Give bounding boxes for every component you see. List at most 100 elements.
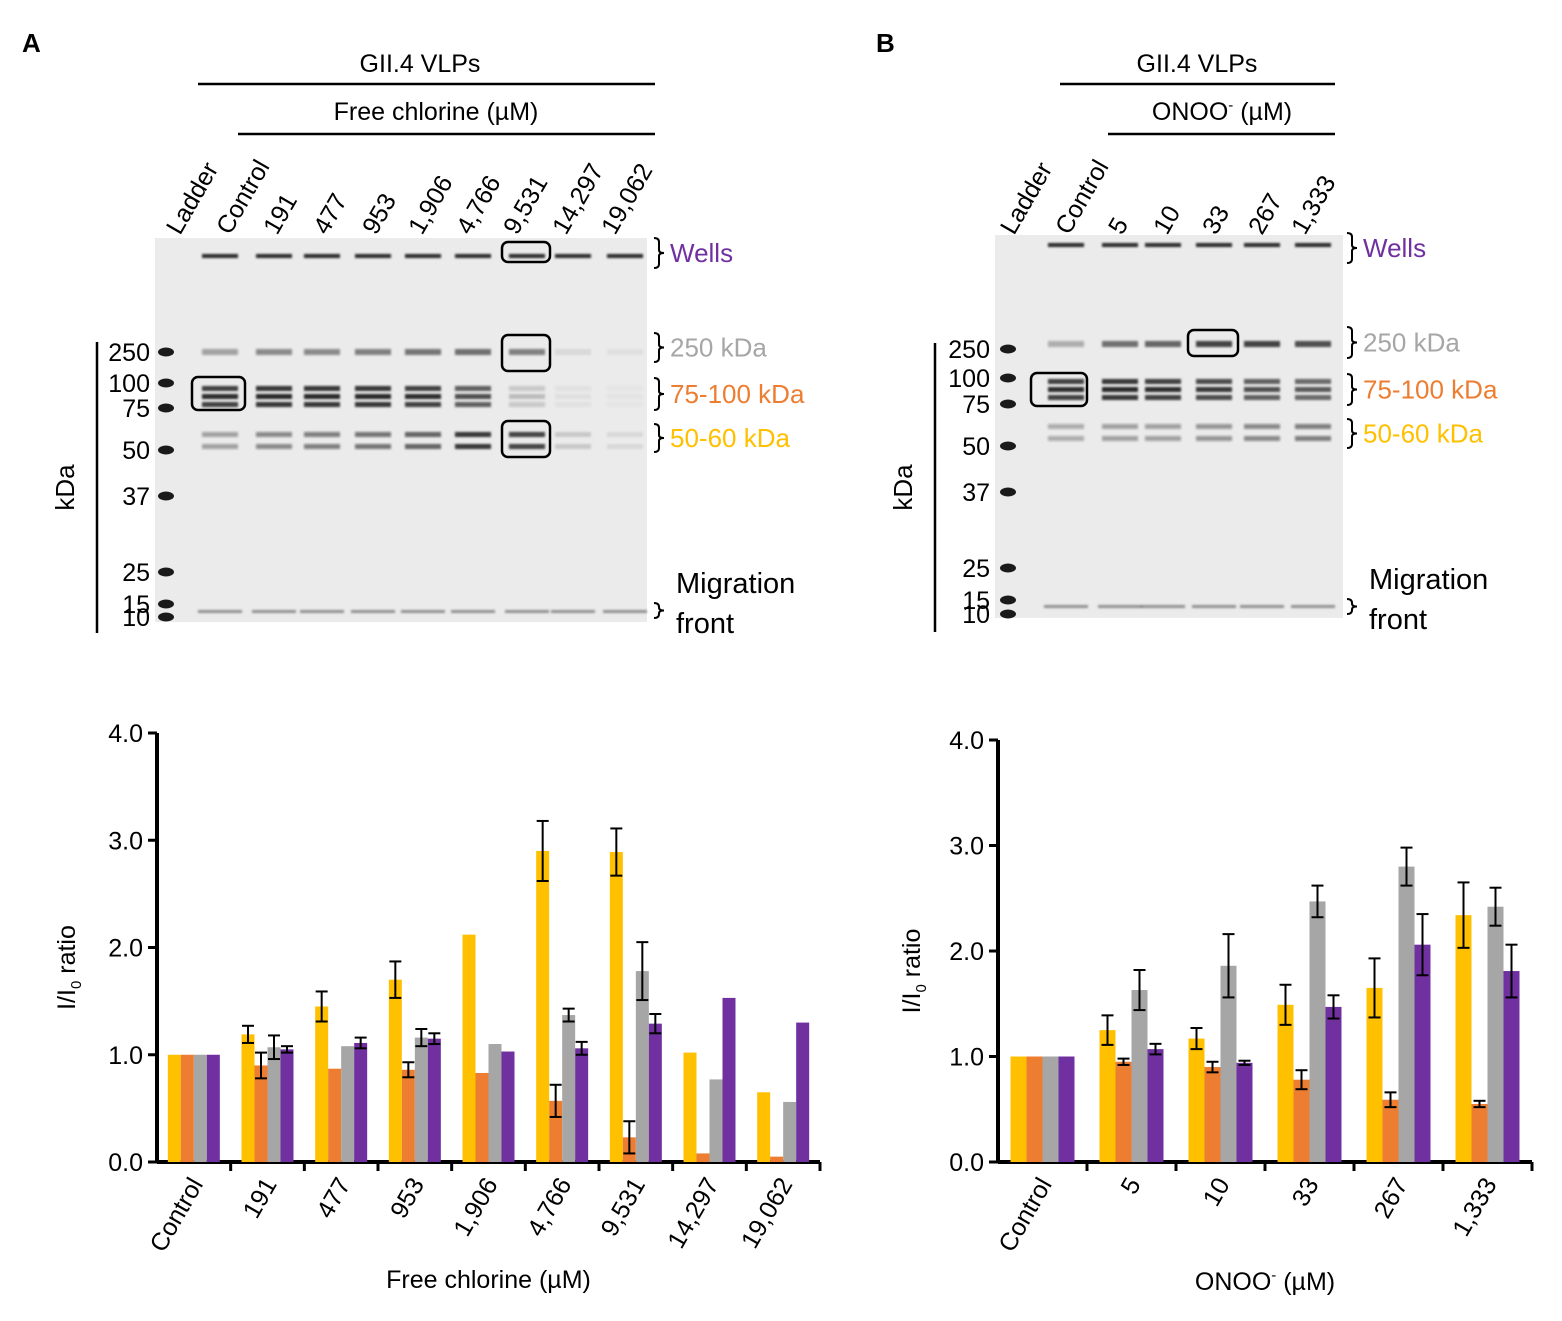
well-band: [1145, 243, 1181, 247]
band-50-60kda: [455, 444, 491, 449]
well-band: [256, 254, 292, 258]
bar: [562, 1015, 576, 1162]
bar: [354, 1042, 368, 1162]
wells-label: Wells: [1363, 233, 1426, 263]
bar: [501, 1051, 515, 1162]
migration-front-band: [351, 610, 395, 613]
band-75-100kda: [1102, 387, 1138, 392]
bar: [683, 1052, 697, 1162]
y-axis-label: I/I0 ratio: [898, 929, 930, 1014]
band-75-100kda: [509, 402, 545, 407]
band-50-60kda: [304, 432, 340, 437]
migration-front-band: [1291, 605, 1335, 608]
y-tick-label: 1.0: [108, 1042, 143, 1070]
band-50-60kda: [355, 432, 391, 437]
ladder-mark-label: 100: [948, 365, 990, 393]
x-tick-label: 1,333: [1447, 1173, 1503, 1241]
panel-a-band-annotations: Wells 250 kDa 75-100 kDa 50-60 kDa Migration…: [653, 237, 805, 640]
bar: [414, 1037, 428, 1162]
y-axis-label-main: I/I: [898, 993, 926, 1014]
band-75-100kda: [202, 402, 238, 407]
x-tick-label: 9,531: [595, 1173, 651, 1241]
migration-front-brace: [653, 602, 665, 619]
bar: [1382, 1099, 1399, 1162]
bar: [1487, 906, 1504, 1162]
bar: [696, 1153, 710, 1162]
kda75-100-brace: [653, 377, 665, 411]
bar: [462, 934, 476, 1162]
band-250kda: [405, 349, 441, 355]
wells-label: Wells: [670, 238, 733, 268]
highlight-box: [190, 375, 247, 412]
band-50-60kda: [607, 444, 643, 449]
kda75-100-label: 75-100 kDa: [1363, 375, 1498, 405]
panel-a-letter: A: [22, 28, 41, 58]
y-tick-label: 4.0: [108, 720, 143, 748]
band-50-60kda: [355, 444, 391, 449]
band-75-100kda: [509, 386, 545, 391]
band-50-60kda: [405, 444, 441, 449]
x-tick-label: 267: [1369, 1173, 1414, 1223]
bar: [193, 1054, 207, 1162]
ladder-mark-label: 75: [122, 395, 150, 423]
band-75-100kda: [1145, 379, 1181, 384]
lane-label: 267: [1243, 189, 1288, 239]
band-75-100kda: [1196, 395, 1232, 400]
kda250-brace: [1346, 326, 1358, 359]
panel-b-header-top: GII.4 VLPs: [1137, 50, 1258, 78]
kda50-60-brace: [1346, 418, 1358, 449]
band-50-60kda: [1048, 424, 1084, 429]
well-band: [202, 254, 238, 258]
bar: [267, 1047, 281, 1162]
ladder-band: [158, 403, 174, 413]
band-75-100kda: [355, 402, 391, 407]
band-50-60kda: [555, 432, 591, 437]
x-tick-label: 5: [1115, 1173, 1146, 1199]
x-tick-label: 33: [1287, 1173, 1325, 1211]
band-250kda: [1196, 341, 1232, 347]
migration-front-band: [505, 610, 549, 613]
bar: [475, 1072, 489, 1162]
ladder-mark-label: 10: [122, 604, 150, 632]
migration-front-band: [300, 610, 344, 613]
well-band: [1048, 243, 1084, 247]
band-75-100kda: [555, 386, 591, 391]
lane-label: 477: [308, 189, 353, 239]
band-75-100kda: [1244, 395, 1280, 400]
migration-front-label: Migration: [676, 568, 795, 600]
ladder-band: [158, 599, 174, 609]
migration-front-band: [1098, 605, 1142, 608]
ladder-band: [158, 347, 174, 357]
ladder-band: [1000, 344, 1016, 354]
y-axis-label-sub: 0: [913, 984, 930, 992]
x-tick-label: 953: [385, 1173, 430, 1223]
bar: [536, 850, 550, 1162]
panel-b-bar-chart: 0.0 1.0 2.0 3.0 4.0 I/I0 ratio Control 5 10 33 267…: [898, 727, 1534, 1296]
ladder-band: [158, 612, 174, 622]
x-tick-label: Control: [993, 1173, 1058, 1257]
x-tick-label: 19,062: [736, 1173, 798, 1253]
band-50-60kda: [1295, 424, 1331, 429]
x-axis-label-rest: (µM): [1276, 1268, 1335, 1296]
band-75-100kda: [607, 394, 643, 399]
bar: [1188, 1038, 1205, 1162]
ladder-band: [1000, 563, 1016, 573]
bar: [1058, 1056, 1075, 1162]
highlight-box: [1186, 328, 1240, 358]
band-75-100kda: [405, 386, 441, 391]
panel-a-header-treatment: Free chlorine (µM): [334, 98, 539, 126]
panel-a-bar-chart: 0.0 1.0 2.0 3.0 4.0 I/I0 ratio Control 191 477 95…: [53, 720, 822, 1294]
well-band: [405, 254, 441, 258]
ladder-band: [158, 445, 174, 455]
bar: [1366, 987, 1383, 1162]
bar: [254, 1065, 268, 1162]
lane-label: 1,906: [403, 171, 459, 239]
panel-b-header-treatment: ONOO- (µM): [1152, 97, 1292, 126]
band-75-100kda: [1145, 387, 1181, 392]
panel-b-treatment-main: ONOO: [1152, 98, 1228, 126]
bar: [1325, 1006, 1342, 1162]
panel-b-highlight-boxes: [1029, 328, 1240, 408]
